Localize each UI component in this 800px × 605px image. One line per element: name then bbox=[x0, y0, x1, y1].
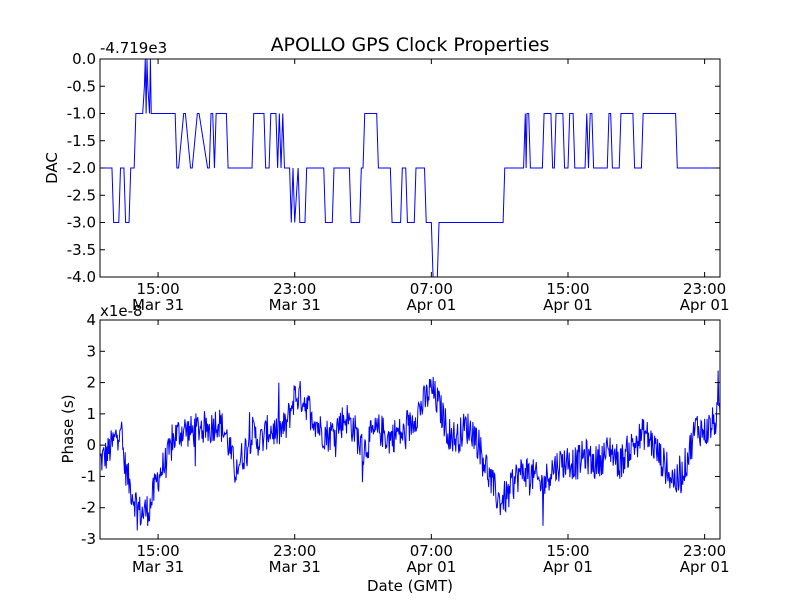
dac-xtick-date-label: Apr 01 bbox=[406, 296, 456, 314]
dac-ytick-label: -2.0 bbox=[67, 159, 96, 177]
dac-ytick-label: -3.5 bbox=[67, 241, 96, 259]
dac-xtick-time-label: 15:00 bbox=[136, 280, 179, 298]
chart-title: APOLLO GPS Clock Properties bbox=[271, 34, 550, 56]
phase-ytick-label: 0 bbox=[86, 436, 96, 454]
phase-ytick-label: -3 bbox=[81, 530, 96, 548]
phase-ytick-label: 4 bbox=[86, 311, 96, 329]
dac-ytick-label: -2.5 bbox=[67, 186, 96, 204]
phase-xtick-time-label: 23:00 bbox=[683, 542, 726, 560]
dac-ytick-label: -4.0 bbox=[67, 268, 96, 286]
phase-xtick-time-label: 23:00 bbox=[273, 542, 316, 560]
phase-xtick-time-label: 07:00 bbox=[410, 542, 453, 560]
phase-xtick-date-label: Apr 01 bbox=[406, 558, 456, 576]
dac-xtick-time-label: 23:00 bbox=[683, 280, 726, 298]
dac-ytick-label: -1.0 bbox=[67, 105, 96, 123]
phase-xtick-time-label: 15:00 bbox=[136, 542, 179, 560]
dac-ylabel: DAC bbox=[43, 152, 61, 184]
phase-xtick-date-label: Apr 01 bbox=[543, 558, 593, 576]
phase-ytick-label: 1 bbox=[86, 405, 96, 423]
phase-ytick-label: -1 bbox=[81, 467, 96, 485]
phase-ytick-label: -2 bbox=[81, 499, 96, 517]
dac-ytick-label: -0.5 bbox=[67, 77, 96, 95]
phase-panel: Phase (s) x1e-8 Date (GMT) 4 3 2 1 0 -1 -2 -3 15… bbox=[59, 302, 730, 595]
dac-xtick-date-label: Mar 31 bbox=[269, 296, 321, 314]
phase-y-offset-label: x1e-8 bbox=[100, 302, 143, 320]
dac-xtick-date-label: Apr 01 bbox=[543, 296, 593, 314]
dac-ytick-label: -3.0 bbox=[67, 214, 96, 232]
dac-series-line bbox=[100, 59, 720, 277]
dac-xtick-time-label: 07:00 bbox=[410, 280, 453, 298]
phase-ylabel: Phase (s) bbox=[59, 394, 77, 463]
dac-xtick-time-label: 23:00 bbox=[273, 280, 316, 298]
dac-panel: DAC -4.719e3 0.0 -0.5 -1.0 -1.5 -2.0 -2.5 -3.0… bbox=[43, 39, 730, 314]
dac-ytick-label: 0.0 bbox=[72, 50, 96, 68]
dac-xtick-date-label: Mar 31 bbox=[132, 296, 184, 314]
phase-xtick-date-label: Apr 01 bbox=[680, 558, 730, 576]
phase-ytick-label: 2 bbox=[86, 374, 96, 392]
phase-xtick-date-label: Mar 31 bbox=[132, 558, 184, 576]
dac-xtick-time-label: 15:00 bbox=[546, 280, 589, 298]
dac-ytick-label: -1.5 bbox=[67, 132, 96, 150]
phase-xtick-time-label: 15:00 bbox=[546, 542, 589, 560]
dac-y-offset-label: -4.719e3 bbox=[100, 39, 167, 57]
phase-series-line bbox=[100, 370, 720, 531]
dac-axes-frame bbox=[99, 58, 721, 278]
phase-xtick-date-label: Mar 31 bbox=[269, 558, 321, 576]
phase-axes-frame bbox=[99, 319, 721, 540]
dac-xtick-date-label: Apr 01 bbox=[680, 296, 730, 314]
phase-ytick-label: 3 bbox=[86, 342, 96, 360]
phase-xlabel: Date (GMT) bbox=[367, 577, 453, 595]
